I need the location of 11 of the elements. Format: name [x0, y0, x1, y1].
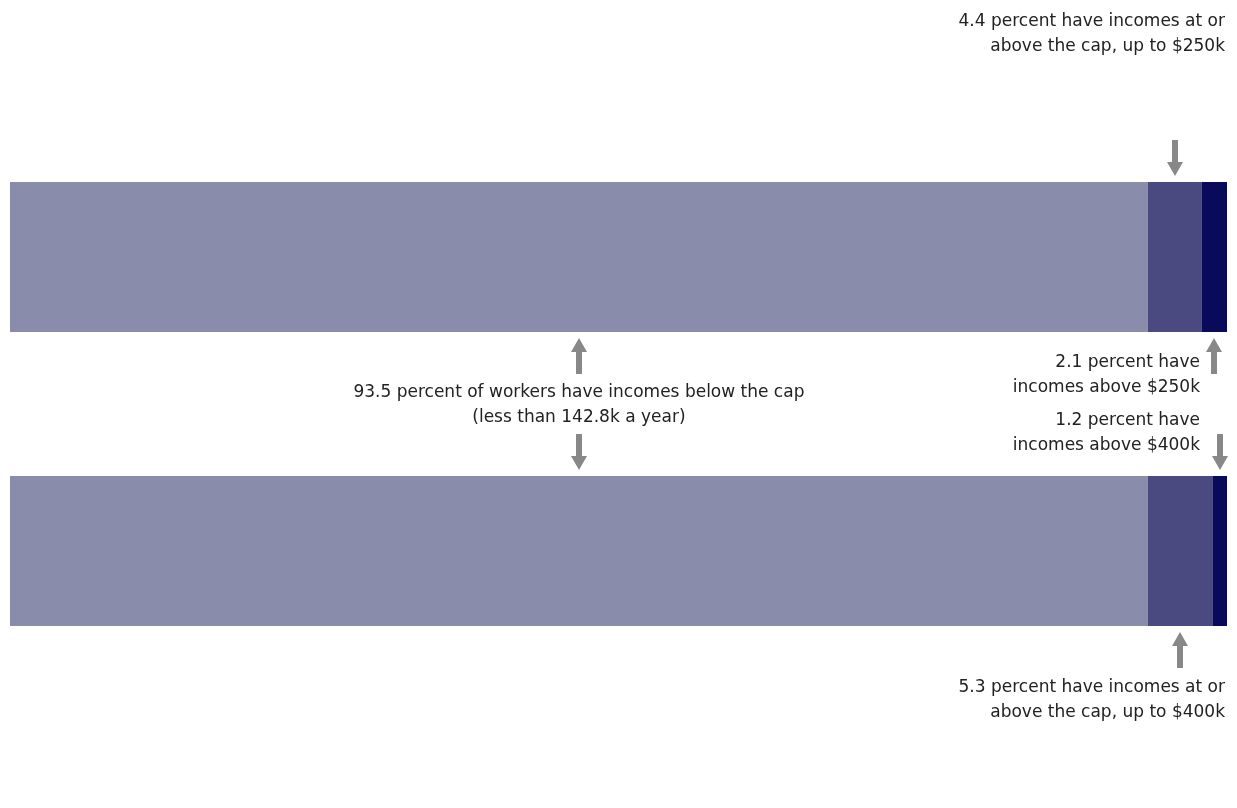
annotation: 5.3 percent have incomes at or above the cap, up to $400k [958, 675, 1225, 723]
bar [10, 476, 1148, 626]
annotation: 1.2 percent have incomes above $400k [1012, 408, 1200, 456]
text: 4.4 percent have incomes at or above the cap, up to $250k [958, 9, 1225, 57]
bar [1147, 182, 1202, 332]
bar [10, 182, 1148, 332]
bar [1212, 476, 1227, 626]
bar [1147, 476, 1213, 626]
bar [1201, 182, 1227, 332]
annotation: 93.5 percent of workers have incomes below the cap (less than 142.8k a year) [352, 380, 806, 428]
annotation: 2.1 percent have incomes above $250k [1012, 350, 1200, 398]
